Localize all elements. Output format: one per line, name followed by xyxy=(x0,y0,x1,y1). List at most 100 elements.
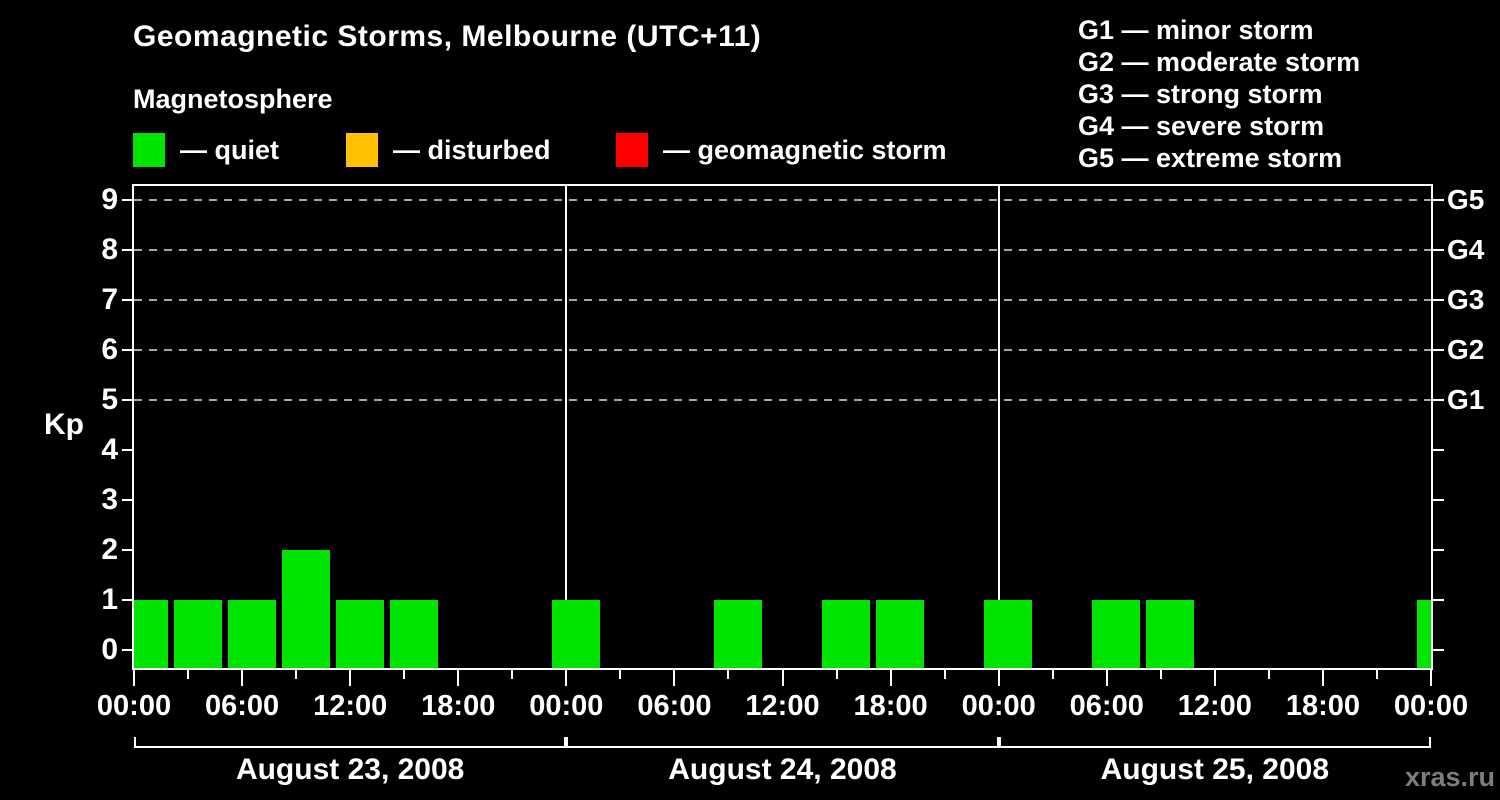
x-axis-minor-tick xyxy=(943,670,946,679)
kp-bar xyxy=(876,600,925,668)
date-label: August 25, 2008 xyxy=(1100,753,1330,786)
x-axis-minor-tick xyxy=(1375,670,1378,679)
chart-title: Geomagnetic Storms, Melbourne (UTC+11) xyxy=(133,20,762,53)
x-axis-minor-tick xyxy=(403,670,406,679)
y-axis-tick-right xyxy=(1433,499,1444,501)
x-axis-minor-tick xyxy=(511,670,514,679)
y-axis-tick-label: 0 xyxy=(101,633,118,666)
x-axis-major-tick xyxy=(997,670,1000,686)
legend-item-label: — geomagnetic storm xyxy=(663,134,947,165)
watermark-text: xras.ru xyxy=(1404,762,1495,792)
y-axis-tick-right xyxy=(1433,299,1444,301)
y-axis-tick-left xyxy=(122,399,133,401)
date-bracket xyxy=(566,737,999,748)
date-bracket xyxy=(134,737,567,748)
kp-bar xyxy=(173,600,222,668)
kp-bar xyxy=(1416,600,1431,668)
time-tick-label: 18:00 xyxy=(1285,690,1360,722)
y-axis-tick-right xyxy=(1433,199,1444,201)
y-axis-tick-left xyxy=(122,449,133,451)
kp-bar xyxy=(822,600,871,668)
x-axis-minor-tick xyxy=(835,670,838,679)
y-axis-tick-label: 4 xyxy=(101,433,118,466)
y-axis-tick-right xyxy=(1433,249,1444,251)
x-axis-major-tick xyxy=(889,670,892,686)
y-axis-tick-right xyxy=(1433,349,1444,351)
legend-swatch xyxy=(133,133,165,167)
kp-bar xyxy=(1146,600,1195,668)
g-scale-label: G3 xyxy=(1447,284,1485,315)
x-axis-major-tick xyxy=(133,670,135,686)
time-tick-label: 06:00 xyxy=(204,690,280,722)
date-label: August 23, 2008 xyxy=(235,753,465,786)
g-scale-label: G4 xyxy=(1447,234,1485,265)
kp-bar xyxy=(389,600,438,668)
day-boundary-line xyxy=(997,186,1000,668)
x-axis-minor-tick xyxy=(187,670,190,679)
y-axis-tick-left xyxy=(122,199,133,201)
legend-item-label: — disturbed xyxy=(393,134,551,165)
x-axis-major-tick xyxy=(457,670,460,686)
x-axis-major-tick xyxy=(1213,670,1216,686)
y-axis-tick-label: 8 xyxy=(101,233,118,266)
y-axis-tick-label: 6 xyxy=(101,333,118,366)
time-tick-label: 00:00 xyxy=(96,690,172,722)
x-axis-major-tick xyxy=(349,670,352,686)
y-axis-label: Kp xyxy=(44,408,84,441)
y-axis-tick-right xyxy=(1433,449,1444,451)
g-scale-label: G5 xyxy=(1447,184,1485,215)
legend-swatch xyxy=(616,133,648,167)
storm-scale-legend-line: G3 — strong storm xyxy=(1078,79,1323,109)
x-axis-minor-tick xyxy=(295,670,298,679)
y-axis-tick-left xyxy=(122,249,133,251)
y-axis-tick-right xyxy=(1433,599,1444,601)
time-tick-label: 12:00 xyxy=(1177,690,1252,722)
x-axis-minor-tick xyxy=(1159,670,1162,679)
x-axis-major-tick xyxy=(1105,670,1108,686)
time-tick-label: 00:00 xyxy=(529,690,604,722)
legend-swatch xyxy=(346,133,378,167)
kp-bar xyxy=(335,600,384,668)
y-axis-tick-label: 7 xyxy=(101,283,118,316)
chart-subtitle: Magnetosphere xyxy=(133,84,333,114)
legend-item: — disturbed xyxy=(346,133,551,167)
gridline-kp7 xyxy=(134,299,1431,301)
legend-item-label: — quiet xyxy=(180,134,279,165)
y-axis-tick-left xyxy=(122,549,133,551)
x-axis-major-tick xyxy=(241,670,244,686)
kp-bar xyxy=(713,600,762,668)
time-tick-label: 06:00 xyxy=(1069,690,1144,722)
kp-bar xyxy=(134,600,168,668)
kp-bar xyxy=(227,600,276,668)
y-axis-tick-label: 1 xyxy=(101,583,118,616)
legend-item: — geomagnetic storm xyxy=(616,133,947,167)
y-axis-tick-label: 3 xyxy=(101,483,118,516)
y-axis-tick-right xyxy=(1433,549,1444,551)
x-axis-minor-tick xyxy=(1051,670,1054,679)
x-axis-major-tick xyxy=(1430,670,1432,686)
gridline-kp6 xyxy=(134,349,1431,351)
time-tick-label: 18:00 xyxy=(421,690,496,722)
y-axis-tick-right xyxy=(1433,649,1444,651)
kp-bar xyxy=(1092,600,1141,668)
storm-scale-legend-line: G2 — moderate storm xyxy=(1078,47,1361,77)
x-axis-major-tick xyxy=(1321,670,1324,686)
storm-scale-legend: G1 — minor storm G2 — moderate storm G3 — … xyxy=(1078,14,1360,174)
x-axis-major-tick xyxy=(781,670,784,686)
y-axis-tick-right xyxy=(1433,399,1444,401)
time-tick-label: 18:00 xyxy=(853,690,928,722)
time-tick-label: 12:00 xyxy=(313,690,388,722)
y-axis-tick-left xyxy=(122,599,133,601)
y-axis-tick-label: 2 xyxy=(101,533,118,566)
storm-scale-legend-line: G5 — extreme storm xyxy=(1078,143,1343,173)
g-scale-label: G2 xyxy=(1447,334,1485,365)
y-axis-tick-left xyxy=(122,349,133,351)
time-tick-label: 12:00 xyxy=(745,690,820,722)
gridline-kp9 xyxy=(134,199,1431,201)
gridline-kp5 xyxy=(134,399,1431,401)
y-axis-tick-left xyxy=(122,649,133,651)
day-boundary-line xyxy=(565,186,568,668)
time-tick-label: 00:00 xyxy=(961,690,1036,722)
y-axis-tick-label: 9 xyxy=(101,183,118,216)
